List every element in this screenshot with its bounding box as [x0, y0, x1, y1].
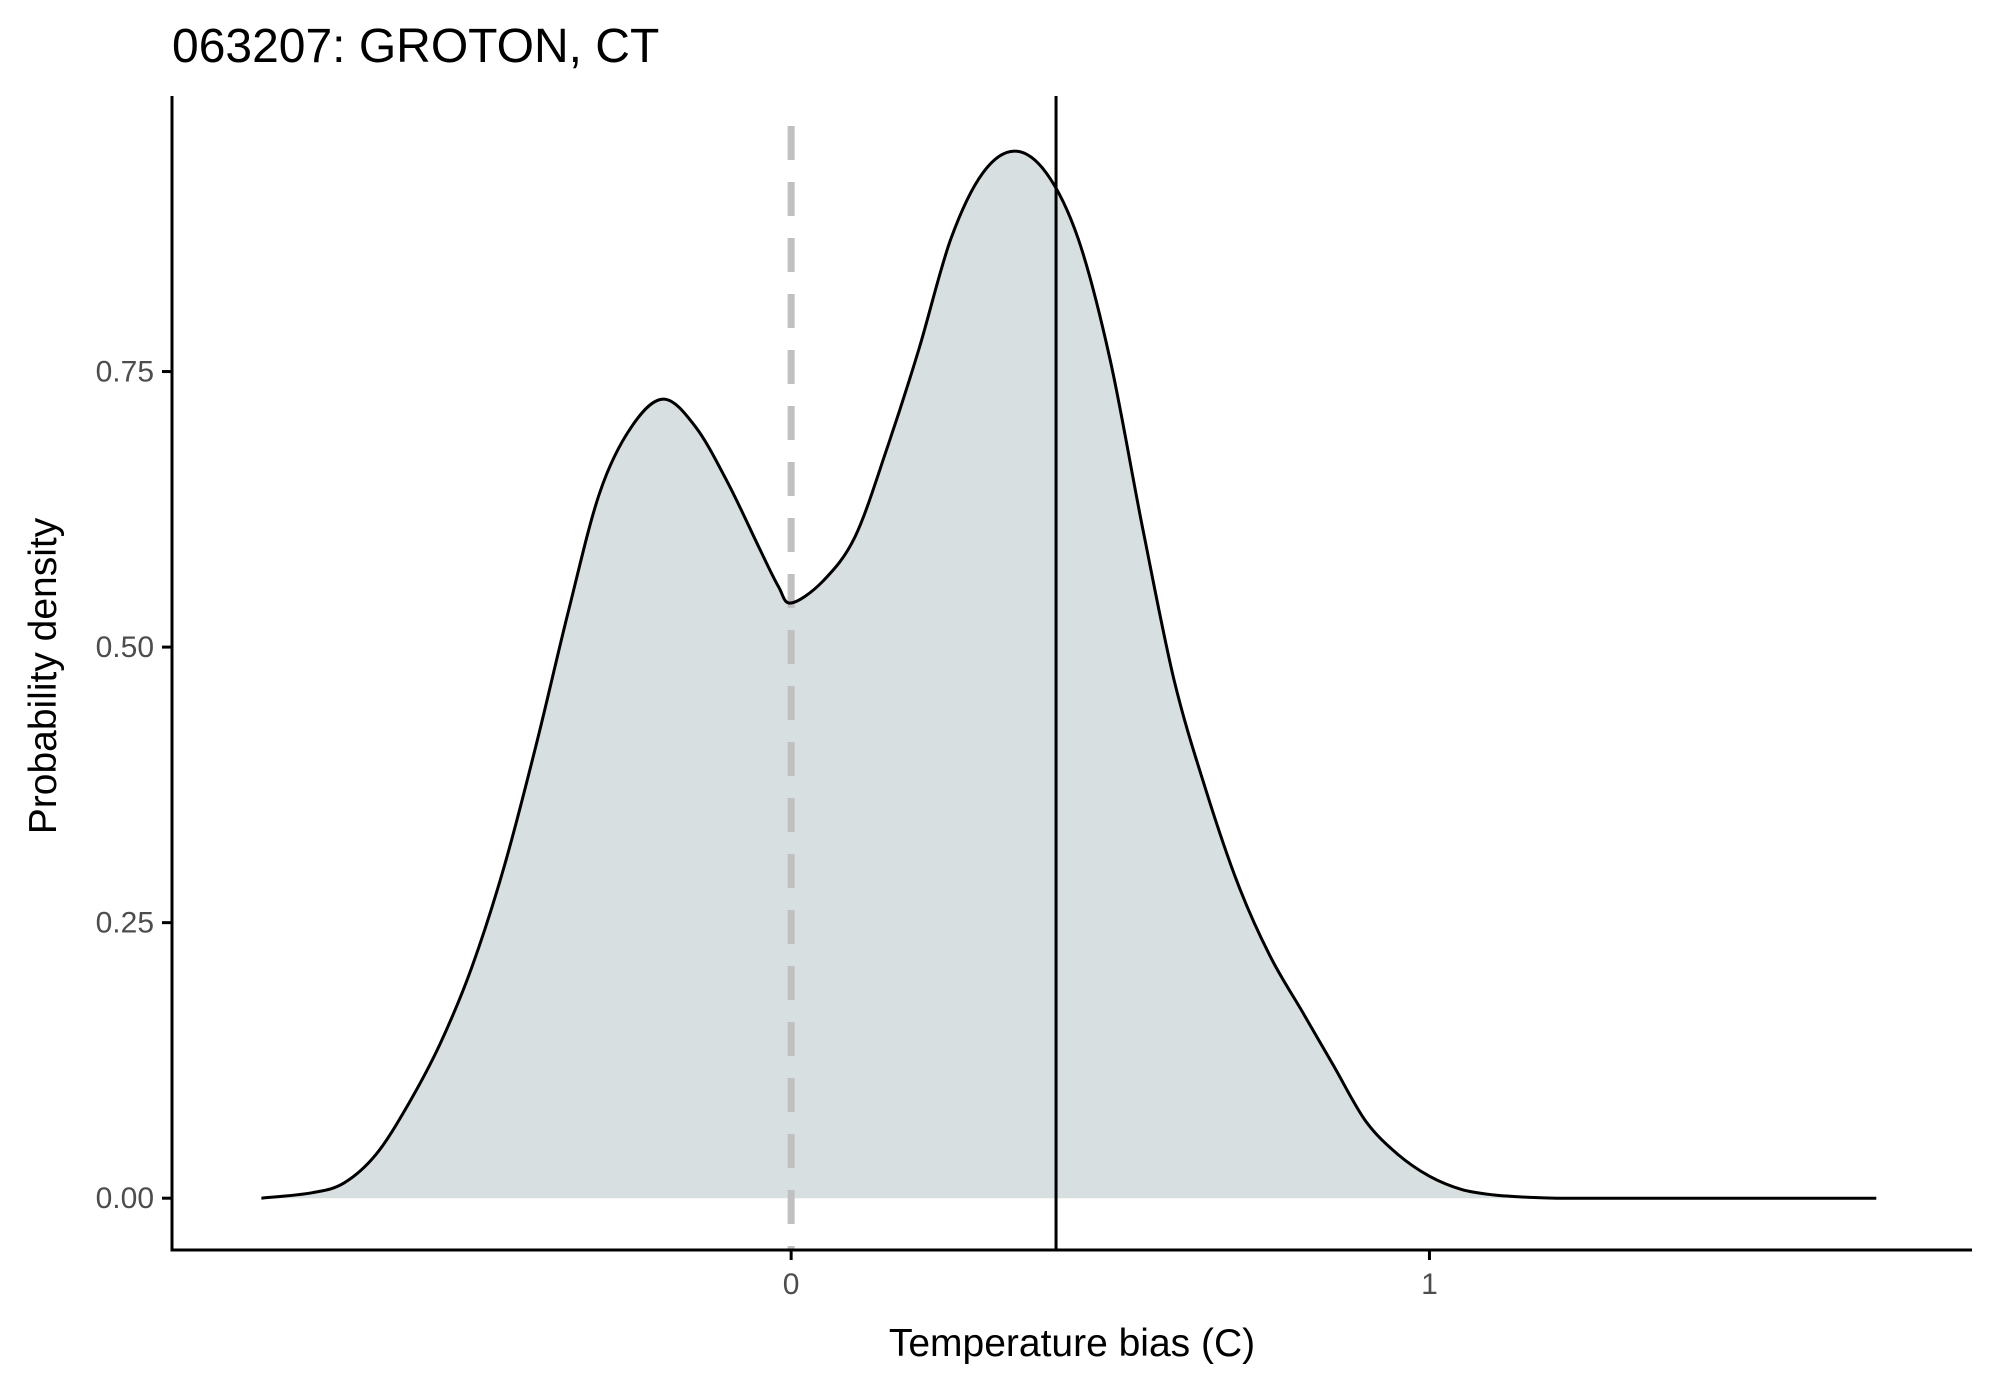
- x-tick-label: 1: [1421, 1268, 1438, 1301]
- density-curve: [261, 149, 1877, 1200]
- x-tick-label: 0: [783, 1268, 800, 1301]
- y-axis-title: Probability density: [22, 517, 65, 834]
- axes: 0.00 0.25 0.50 0.75 0 1: [96, 96, 1972, 1301]
- chart-title: 063207: GROTON, CT: [172, 20, 659, 73]
- y-tick-label: 0.50: [96, 631, 154, 664]
- plot-area: [261, 96, 1877, 1250]
- y-tick-label: 0.25: [96, 907, 154, 940]
- x-axis-title: Temperature bias (C): [889, 1322, 1255, 1365]
- y-tick-label: 0.00: [96, 1182, 154, 1215]
- density-area: [261, 151, 1877, 1199]
- y-tick-label: 0.75: [96, 356, 154, 389]
